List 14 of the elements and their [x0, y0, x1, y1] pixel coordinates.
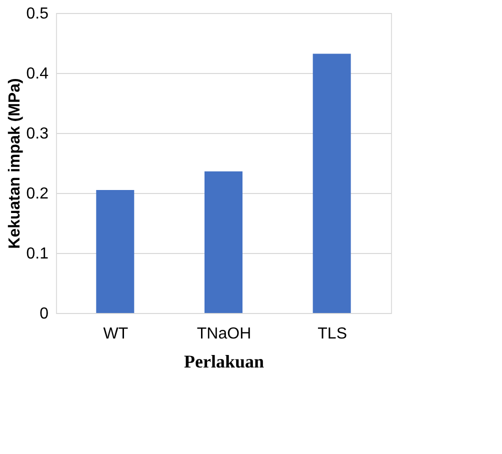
- x-axis-title: Perlakuan: [184, 352, 264, 372]
- y-tick-label: 0.4: [26, 66, 49, 82]
- x-tick-label: TNaOH: [196, 326, 252, 342]
- x-tick-label: TLS: [318, 326, 348, 342]
- bar: [96, 190, 134, 313]
- y-tick-label: 0.1: [26, 246, 49, 262]
- y-tick-label: 0.2: [26, 186, 49, 202]
- y-tick-label: 0.5: [26, 6, 49, 22]
- bar: [204, 171, 242, 313]
- y-tick-label: 0.3: [26, 126, 49, 142]
- bar: [312, 54, 351, 313]
- y-axis-title: Kekuatan impak (MPa): [6, 78, 24, 249]
- x-tick-label: WT: [103, 326, 128, 342]
- y-tick-label: 0: [40, 306, 49, 322]
